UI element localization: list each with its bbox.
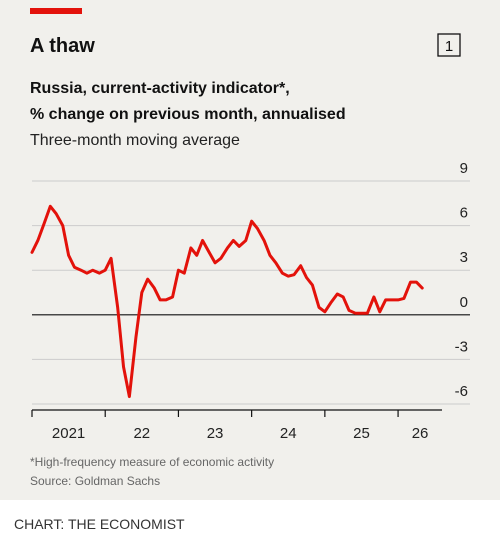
card-background [0,0,500,500]
y-tick-label: -3 [455,338,468,355]
x-tick-label: 26 [412,425,429,442]
y-tick-label: 3 [460,249,468,266]
x-tick-label: 24 [280,425,297,442]
x-tick-label: 2021 [52,425,85,442]
y-tick-label: 0 [460,294,468,311]
chart-title: A thaw [30,35,95,57]
y-tick-label: 6 [460,205,468,222]
y-tick-label: -6 [455,383,468,400]
credit: CHART: THE ECONOMIST [14,516,185,532]
subtitle: Russia, current-activity indicator*, [30,80,290,97]
x-tick-label: 23 [207,425,224,442]
source: Source: Goldman Sachs [30,474,160,488]
y-tick-label: 9 [460,160,468,177]
badge: 1 [445,38,453,55]
badge-box [437,33,461,57]
data-line [30,204,424,399]
x-tick-label: 25 [353,425,370,442]
note: Three-month moving average [30,132,240,149]
footnote: *High-frequency measure of economic acti… [30,455,274,469]
subtitle: % change on previous month, annualised [30,106,346,123]
red-tag [30,8,82,14]
x-tick-label: 22 [133,425,150,442]
